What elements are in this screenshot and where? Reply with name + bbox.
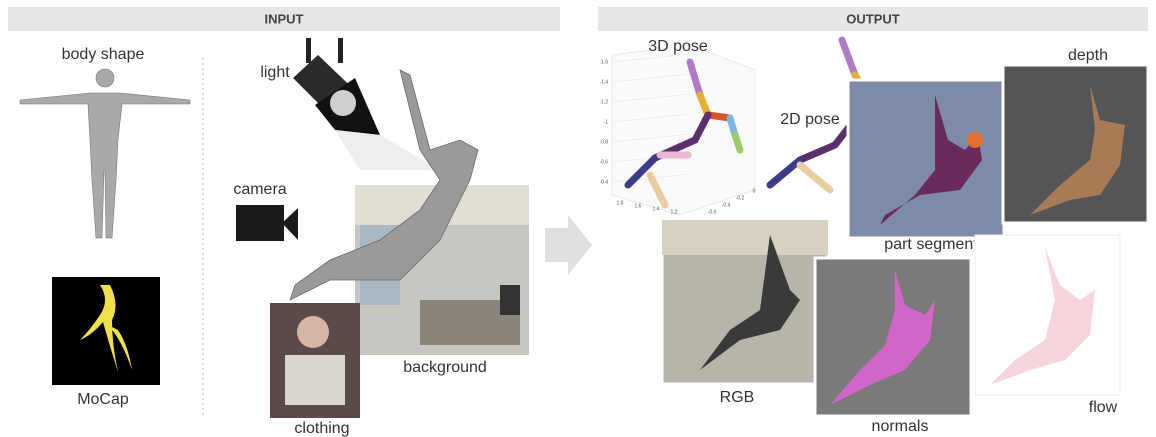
pose-2d-label: 2D pose [780, 111, 840, 128]
body-shape-label: body shape [62, 46, 145, 63]
output-header [598, 7, 1148, 31]
x-tick-label: 1.4 [653, 206, 660, 212]
z-tick-label: -0.4 [722, 202, 731, 208]
background-label: background [403, 359, 487, 376]
y-tick-label: -1.6 [599, 59, 608, 65]
rgb-label: RGB [720, 389, 755, 406]
grid-line [611, 73, 691, 83]
clothing-label: clothing [294, 420, 349, 437]
flow-label: flow [1089, 399, 1118, 416]
z-tick-label: -0.2 [736, 195, 745, 201]
body-shape-image [19, 68, 191, 239]
light-label: light [260, 64, 290, 81]
normals-image [813, 256, 973, 418]
pose-3d-skeleton [624, 58, 744, 209]
z-tick-label: 0 [753, 188, 756, 194]
y-tick-label: -1.2 [599, 99, 608, 105]
y-tick-label: -1 [604, 119, 609, 125]
grid-line [611, 93, 691, 103]
flow-arrow [545, 215, 592, 275]
output-title: OUTPUT [846, 11, 900, 26]
clothing-image [270, 303, 360, 418]
depth-image [1001, 63, 1150, 225]
depth-label: depth [1068, 47, 1108, 64]
light-icon [293, 38, 440, 170]
input-header [8, 7, 560, 31]
z-tick-label: -0.6 [708, 209, 717, 215]
mocap-trails [80, 285, 132, 372]
normals-label: normals [872, 418, 929, 435]
grid-line [611, 113, 691, 123]
y-tick-label: -0.6 [599, 159, 608, 165]
y-tick-label: -1.4 [599, 79, 608, 85]
grid-line [611, 53, 691, 63]
rgb-image [660, 218, 830, 386]
x-tick-label: 1.2 [671, 209, 678, 215]
flow-image [974, 234, 1121, 396]
x-tick-label: 1.6 [635, 203, 642, 209]
mocap-label: MoCap [77, 391, 129, 408]
camera-icon [236, 205, 298, 241]
x-tick-label: 1.8 [617, 200, 624, 206]
camera-label: camera [233, 181, 286, 198]
body-mesh [289, 69, 479, 301]
grid-line [611, 133, 691, 143]
input-title: INPUT [265, 11, 304, 26]
y-tick-label: -0.8 [599, 139, 608, 145]
y-tick-label: -0.4 [599, 179, 608, 185]
part-segments-image [846, 78, 1006, 240]
part-segments-label: part segments [884, 236, 985, 253]
pose-3d-label: 3D pose [648, 38, 708, 55]
